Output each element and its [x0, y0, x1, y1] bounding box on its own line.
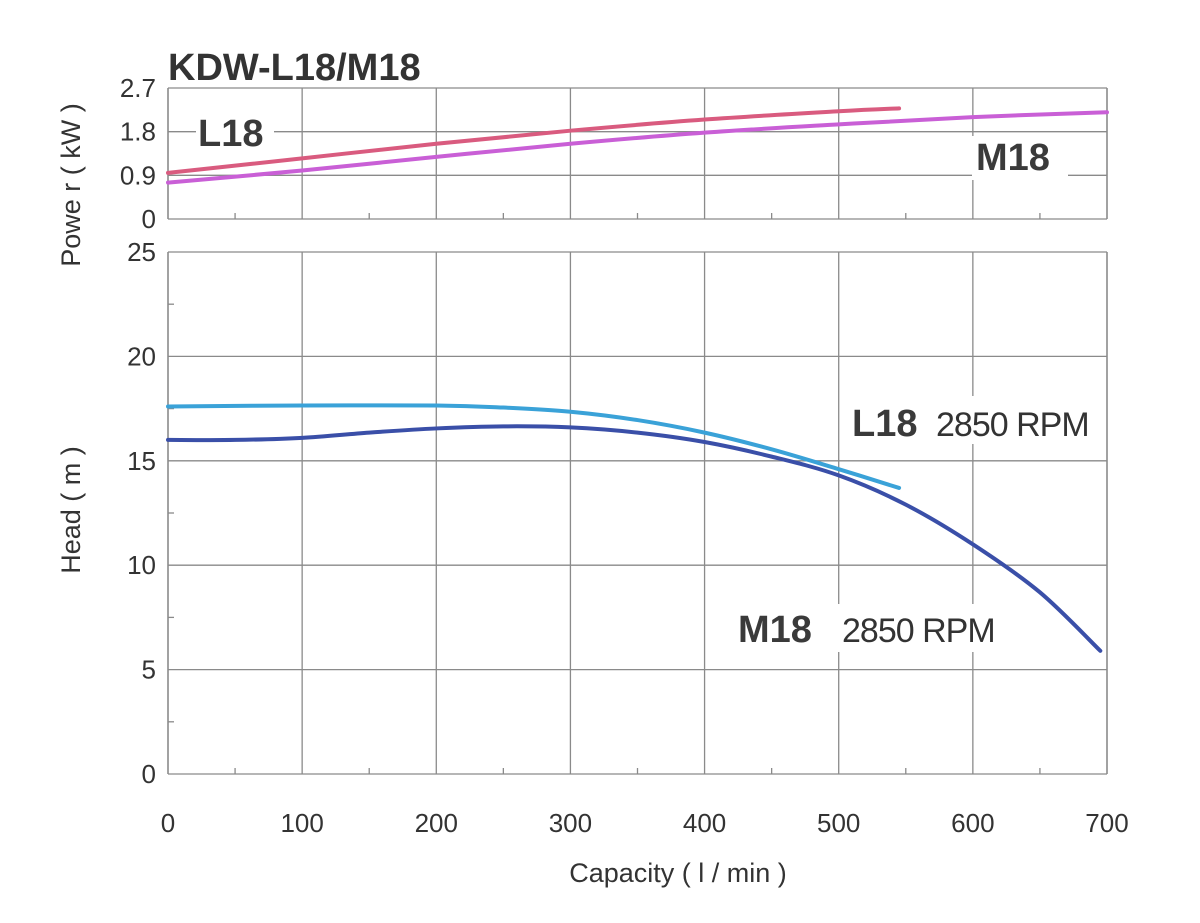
- l18-rpm-label: 2850 RPM: [936, 406, 1089, 444]
- capacity-axis-label: Capacity ( l / min ): [569, 858, 787, 888]
- m18-power-label-bg: [972, 136, 1068, 180]
- capacity-x-tick-label: 200: [415, 808, 458, 838]
- m18-rpm-label: 2850 RPM: [842, 612, 995, 650]
- power-y-tick-label: 0: [142, 204, 156, 234]
- m18-head-label-bg: [734, 604, 1006, 652]
- head-curve-m18: [166, 424, 1103, 653]
- head-curve-l18: [166, 403, 902, 490]
- l18-head-label: L18: [852, 403, 917, 445]
- m18-head-label: M18: [738, 609, 812, 651]
- head-panel: 0 5 10 15 20 25 0 100 200 300 400 500 600 700: [127, 237, 1129, 838]
- capacity-x-tick-label: 300: [549, 808, 592, 838]
- capacity-x-tick-label: 500: [817, 808, 860, 838]
- l18-power-label-bg: [196, 110, 274, 152]
- capacity-x-tick-label: 700: [1085, 808, 1128, 838]
- power-panel: 0 0.9 1.8 2.7: [120, 73, 1109, 234]
- head-axis-label: Head ( m ): [56, 446, 86, 574]
- head-y-tick-label: 5: [142, 655, 156, 685]
- l18-head-label-bg: [848, 396, 1098, 444]
- head-y-tick-label: 0: [142, 759, 156, 789]
- m18-power-label: M18: [976, 137, 1050, 179]
- power-curve-l18: [166, 106, 902, 175]
- power-y-tick-label: 2.7: [120, 73, 156, 103]
- power-y-tick-label: 1.8: [120, 117, 156, 147]
- capacity-x-tick-label: 0: [161, 808, 175, 838]
- power-y-tick-label: 0.9: [120, 160, 156, 190]
- capacity-x-tick-label: 100: [280, 808, 323, 838]
- head-y-tick-label: 15: [127, 446, 156, 476]
- head-y-tick-label: 20: [127, 341, 156, 371]
- capacity-x-tick-label: 600: [951, 808, 994, 838]
- head-y-tick-label: 10: [127, 550, 156, 580]
- power-axis-label: Powe r ( kW ): [56, 103, 86, 267]
- chart-title: KDW-L18/M18: [168, 47, 421, 89]
- capacity-x-tick-label: 400: [683, 808, 726, 838]
- head-y-tick-label: 25: [127, 237, 156, 267]
- power-curve-m18: [166, 110, 1109, 185]
- l18-power-label: L18: [198, 113, 263, 155]
